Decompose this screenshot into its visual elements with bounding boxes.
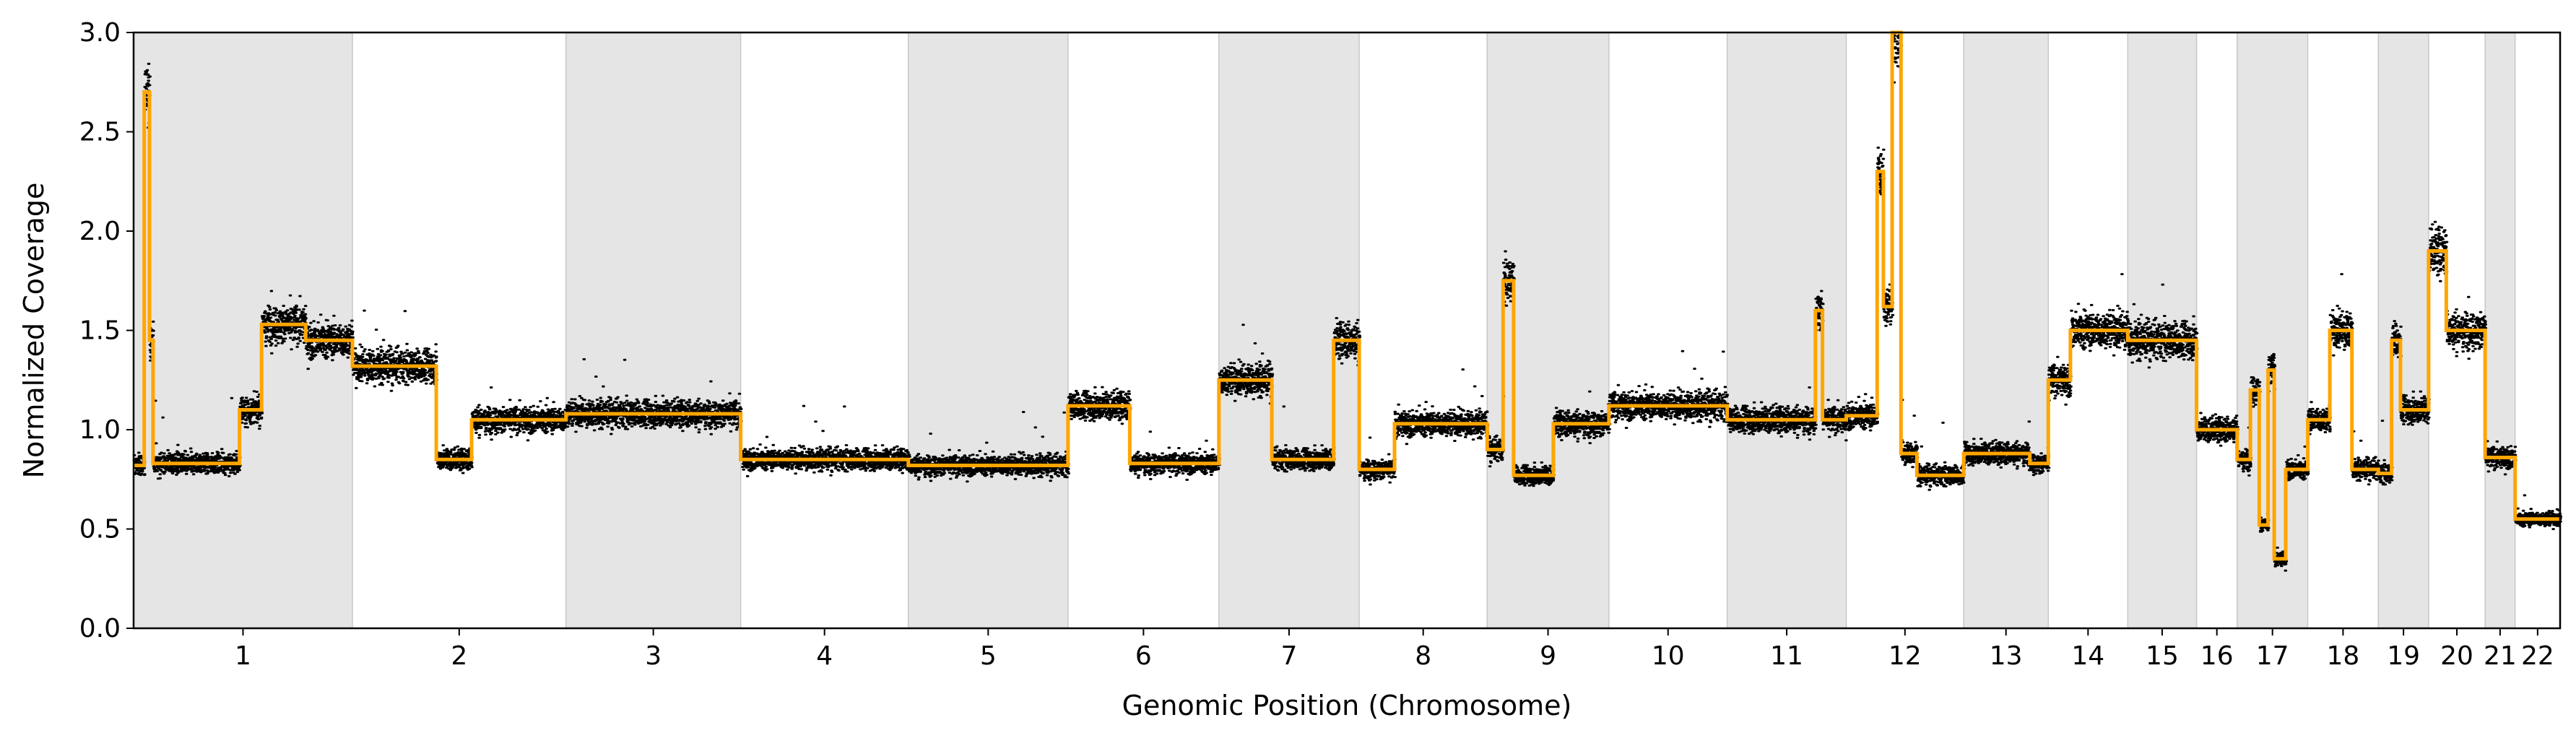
x-axis-title: Genomic Position (Chromosome) [1122,690,1572,721]
x-tick-label-chr8: 8 [1415,641,1431,671]
x-tick-label-chr19: 19 [2387,641,2420,671]
x-tick-label-chr21: 21 [2484,641,2517,671]
x-tick-label-chr9: 9 [1540,641,1556,671]
x-tick-label-chr3: 3 [645,641,662,671]
x-tick-label-chr5: 5 [980,641,997,671]
chromosome-band-9 [1486,32,1610,629]
x-tick-label-chr22: 22 [2521,641,2554,671]
x-tick-label-chr12: 12 [1888,641,1922,671]
y-tick-label: 2.5 [79,118,121,147]
x-tick-label-chr7: 7 [1281,641,1298,671]
x-tick-label-chr18: 18 [2327,641,2360,671]
x-tick-label-chr6: 6 [1135,641,1152,671]
y-tick-label: 0.0 [79,614,121,643]
x-tick-label-chr10: 10 [1652,641,1685,671]
segment-line [134,30,2560,561]
x-tick-label-chr2: 2 [451,641,467,671]
x-tick-label-chr20: 20 [2440,641,2473,671]
y-tick-label: 3.0 [79,18,121,48]
y-axis-title: Normalized Coverage [18,183,50,479]
y-tick-label: 0.5 [79,515,121,545]
x-tick-label-chr17: 17 [2256,641,2289,671]
x-tick-label-chr4: 4 [816,641,833,671]
chromosome-band-3 [565,32,742,629]
chromosome-band-19 [2377,32,2429,629]
x-tick-label-chr16: 16 [2200,641,2234,671]
chromosome-band-21 [2484,32,2516,629]
x-axis: 1 2 3 4 5 6 7 8 9 10 11 12 13 14 15 16 17 18 19 20 21 22 [235,628,2554,671]
x-tick-label-chr13: 13 [1990,641,2023,671]
y-tick-label: 1.0 [79,415,121,445]
y-tick-label: 1.5 [79,316,121,346]
chromosome-bands [133,32,2516,629]
x-tick-label-chr15: 15 [2146,641,2179,671]
y-tick-label: 2.0 [79,217,121,246]
segment-lines [134,30,2560,561]
chromosome-band-13 [1963,32,2050,629]
chromosome-band-5 [908,32,1069,629]
x-tick-label-chr14: 14 [2071,641,2104,671]
x-tick-label-chr1: 1 [235,641,251,671]
x-tick-label-chr11: 11 [1770,641,1803,671]
y-axis: 0.0 0.5 1.0 1.5 2.0 2.5 3.0 [79,18,134,643]
chromosome-band-11 [1726,32,1847,629]
